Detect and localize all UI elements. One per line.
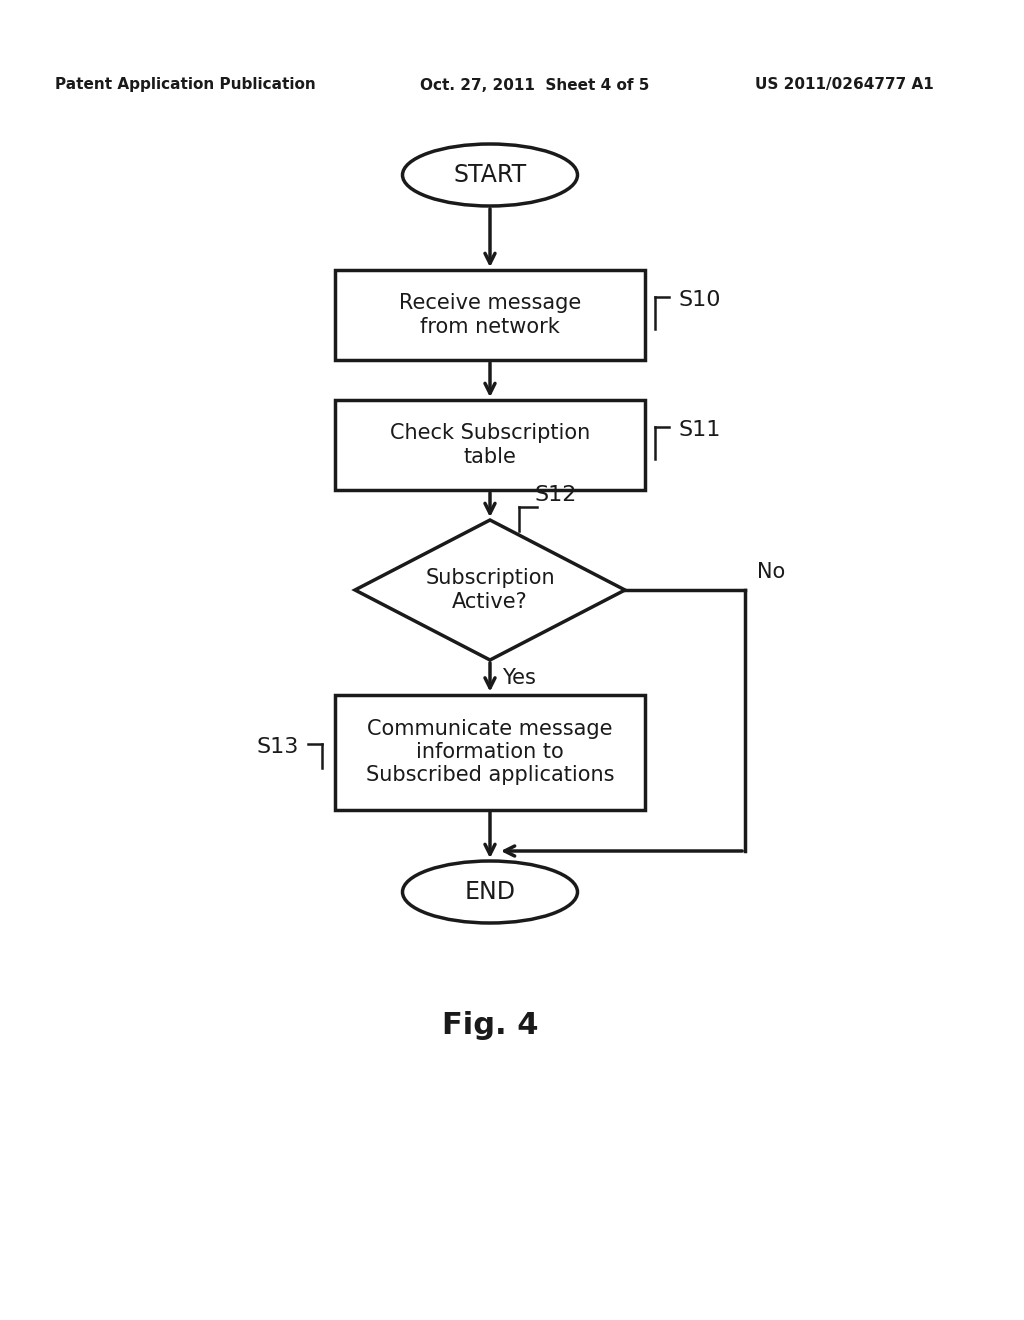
Text: Receive message
from network: Receive message from network — [399, 293, 582, 337]
Text: S10: S10 — [678, 290, 721, 310]
Text: Fig. 4: Fig. 4 — [441, 1011, 539, 1040]
Text: Subscription
Active?: Subscription Active? — [425, 569, 555, 611]
Text: US 2011/0264777 A1: US 2011/0264777 A1 — [755, 78, 934, 92]
Text: No: No — [757, 562, 785, 582]
Text: Patent Application Publication: Patent Application Publication — [55, 78, 315, 92]
Text: S12: S12 — [535, 484, 578, 506]
Text: Check Subscription
table: Check Subscription table — [390, 424, 590, 466]
Ellipse shape — [402, 144, 578, 206]
Bar — [335, 400, 645, 490]
Bar — [335, 271, 645, 360]
Text: START: START — [454, 162, 526, 187]
Text: Yes: Yes — [502, 668, 536, 688]
Text: S13: S13 — [257, 737, 299, 756]
Text: Oct. 27, 2011  Sheet 4 of 5: Oct. 27, 2011 Sheet 4 of 5 — [420, 78, 649, 92]
Polygon shape — [355, 520, 625, 660]
Text: Communicate message
information to
Subscribed applications: Communicate message information to Subsc… — [366, 719, 614, 785]
Ellipse shape — [402, 861, 578, 923]
Text: END: END — [465, 880, 515, 904]
Bar — [335, 694, 645, 809]
Text: S11: S11 — [678, 420, 720, 440]
